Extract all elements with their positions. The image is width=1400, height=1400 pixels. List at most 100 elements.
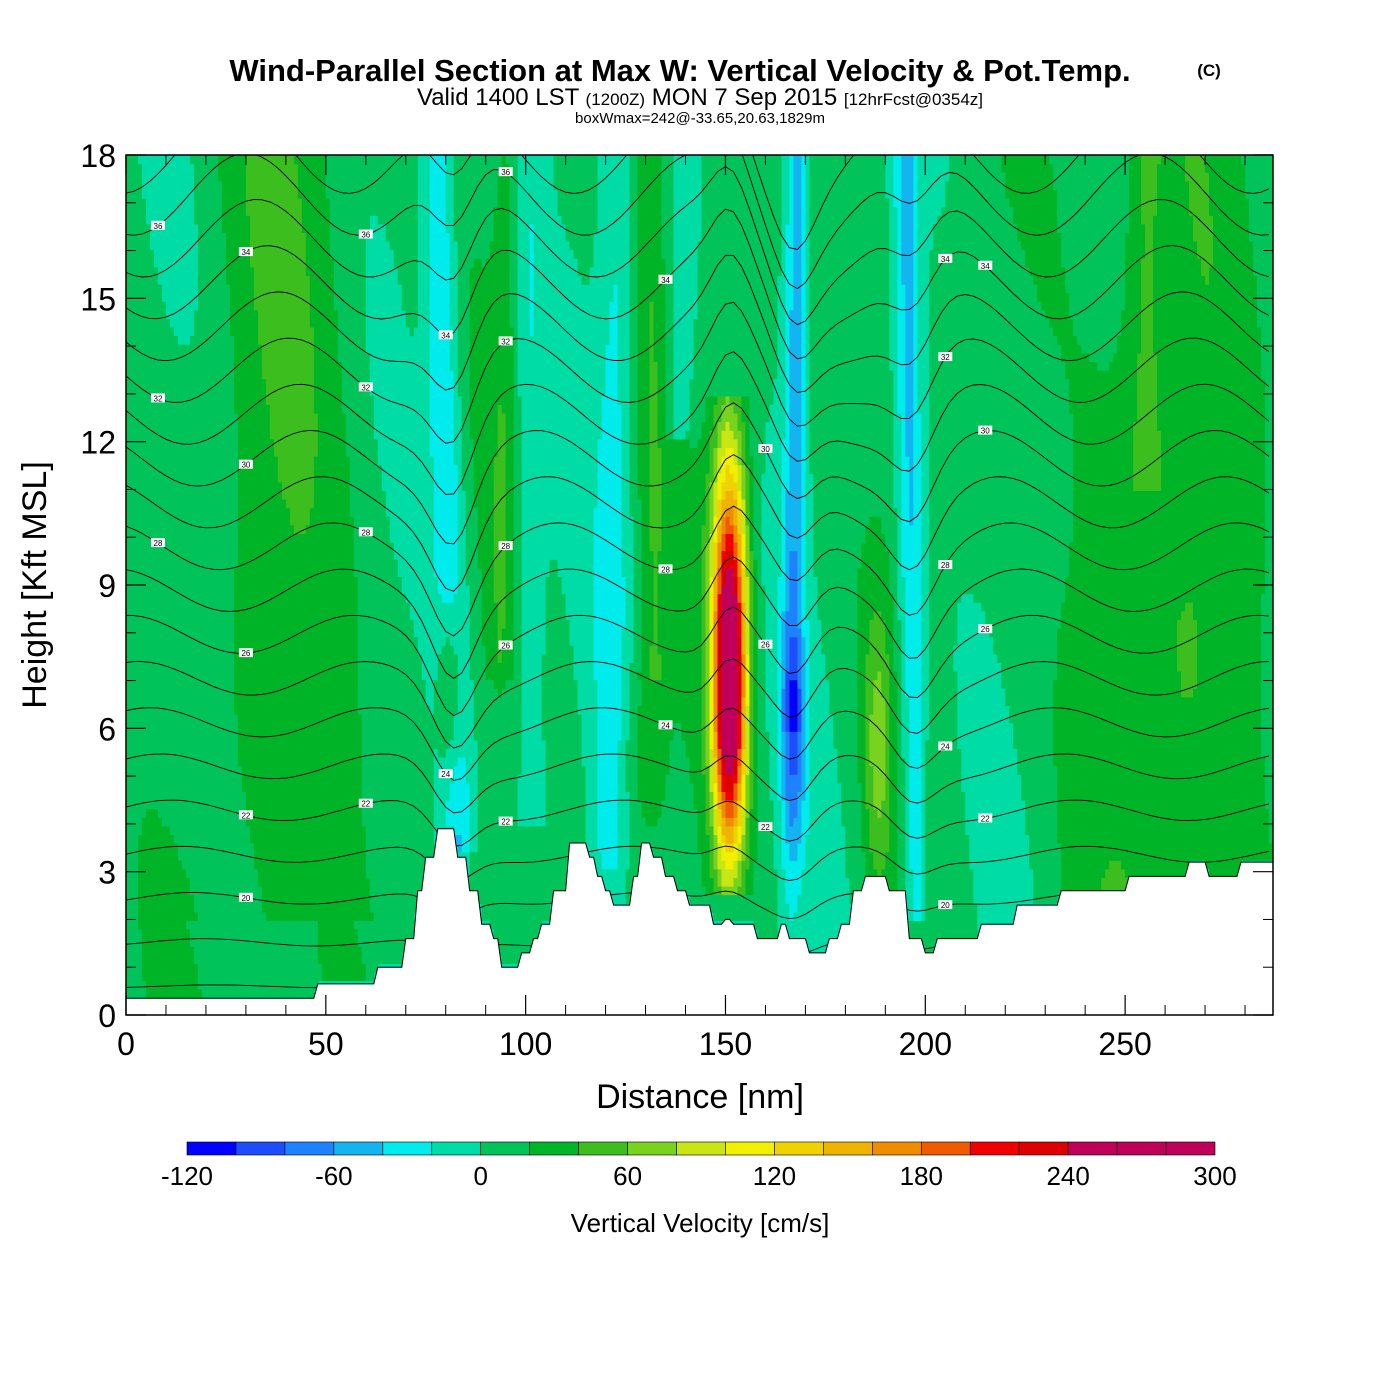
velocity-cell	[865, 524, 870, 655]
velocity-cell	[1185, 155, 1190, 182]
velocity-cell	[325, 198, 331, 982]
contour-label: 28	[501, 542, 510, 551]
velocity-cell	[449, 739, 455, 784]
velocity-cell	[565, 241, 571, 620]
velocity-cell	[493, 206, 499, 457]
velocity-cell	[365, 155, 371, 233]
velocity-cell	[861, 155, 866, 543]
velocity-cell	[1069, 413, 1074, 543]
velocity-cell	[581, 765, 587, 844]
velocity-cell	[1165, 155, 1170, 878]
velocity-cell	[429, 155, 435, 457]
velocity-cell	[785, 903, 791, 930]
velocity-cell	[709, 430, 715, 483]
velocity-cell	[889, 155, 894, 371]
velocity-cell	[957, 155, 962, 603]
contour-label: 36	[154, 222, 163, 231]
colorbar-tick-label: 0	[473, 1161, 487, 1191]
velocity-cell	[921, 155, 926, 921]
velocity-cell	[1109, 155, 1114, 362]
velocity-cell	[269, 438, 275, 921]
velocity-cell	[193, 309, 199, 913]
velocity-cell	[1177, 155, 1182, 620]
velocity-cell	[865, 155, 870, 526]
velocity-cell	[661, 800, 667, 870]
velocity-cell	[649, 301, 655, 552]
velocity-cell	[869, 851, 874, 878]
velocity-cell	[301, 920, 307, 999]
velocity-cell	[645, 155, 651, 827]
velocity-cell	[1025, 155, 1030, 268]
valid-main: Valid 1400 LST	[417, 84, 580, 111]
velocity-cell	[1149, 155, 1154, 491]
velocity-cell	[353, 155, 359, 577]
velocity-cell	[837, 782, 842, 930]
velocity-cell	[1237, 155, 1242, 870]
velocity-cell	[1137, 490, 1142, 878]
velocity-cell	[865, 653, 870, 810]
velocity-cell	[725, 447, 731, 466]
velocity-cell	[737, 636, 743, 715]
velocity-cell	[593, 232, 599, 509]
theta-contour	[126, 166, 1270, 326]
velocity-cell	[701, 524, 707, 775]
velocity-cell	[837, 155, 842, 784]
velocity-cell	[597, 155, 603, 440]
y-axis-label: Height [Kft MSL]	[16, 461, 54, 709]
velocity-cell	[1245, 155, 1250, 199]
velocity-cell	[333, 309, 339, 982]
velocity-cell	[1225, 155, 1230, 878]
velocity-cell	[537, 155, 543, 827]
velocity-cell	[737, 559, 743, 577]
contour-label-bg	[758, 443, 773, 453]
velocity-cell	[1181, 155, 1186, 612]
velocity-cell	[717, 567, 723, 595]
velocity-cell	[585, 155, 591, 285]
velocity-cell	[1041, 155, 1046, 311]
velocity-cell	[785, 843, 791, 904]
velocity-cell	[497, 155, 503, 173]
velocity-cell	[1117, 860, 1122, 896]
velocity-cell	[137, 834, 143, 930]
contour-label: 30	[761, 445, 770, 454]
velocity-cell	[925, 739, 930, 956]
velocity-cell	[557, 215, 563, 577]
velocity-cell	[685, 430, 691, 440]
velocity-cell	[621, 155, 627, 577]
velocity-cell	[425, 155, 431, 706]
colorbar-label: Vertical Velocity [cm/s]	[571, 1208, 830, 1238]
velocity-cell	[553, 189, 559, 560]
velocity-cell	[817, 155, 822, 620]
velocity-cell	[265, 155, 271, 405]
contour-label-bg	[938, 900, 953, 910]
velocity-cell	[1133, 421, 1138, 491]
colorbar-tick-label: 240	[1046, 1161, 1089, 1191]
velocity-cell	[457, 155, 463, 397]
velocity-cell	[265, 920, 271, 999]
velocity-cell	[613, 155, 619, 285]
velocity-cell	[465, 782, 471, 853]
velocity-cell	[349, 155, 355, 517]
velocity-cell	[1261, 757, 1266, 861]
velocity-cell	[821, 155, 826, 655]
velocity-cell	[729, 825, 735, 844]
velocity-cell	[477, 155, 483, 259]
velocity-cell	[629, 516, 635, 663]
velocity-cell	[653, 679, 659, 827]
contour-label-bg	[938, 352, 953, 362]
velocity-cell	[729, 817, 735, 827]
velocity-cell	[273, 155, 279, 457]
velocity-cell	[245, 155, 251, 216]
velocity-cell	[737, 576, 743, 603]
velocity-cell	[1193, 155, 1198, 242]
velocity-cell	[1149, 490, 1154, 878]
velocity-cell	[309, 327, 315, 509]
contour-label: 26	[761, 641, 770, 650]
velocity-cell	[765, 731, 771, 939]
velocity-cell	[126, 155, 131, 999]
velocity-cell	[741, 602, 747, 655]
velocity-cell	[657, 155, 663, 448]
velocity-cell	[181, 155, 187, 345]
velocity-cell	[205, 155, 211, 999]
velocity-cell	[725, 464, 731, 491]
